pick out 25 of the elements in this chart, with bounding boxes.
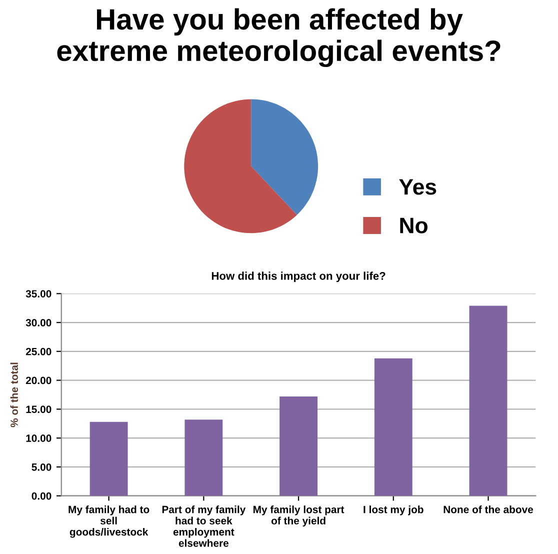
x-tick-label: None of the above bbox=[444, 506, 534, 514]
bar bbox=[184, 420, 223, 496]
x-tick-label: My family lost part of the yield bbox=[254, 506, 344, 526]
bar bbox=[90, 422, 128, 496]
y-tick-label: 20.00 bbox=[26, 376, 52, 384]
x-tick-label: My family had to sell goods/livestock bbox=[68, 506, 150, 538]
y-tick-label: 5.00 bbox=[32, 463, 52, 471]
y-tick-label: 15.00 bbox=[26, 406, 52, 414]
legend-label: No bbox=[400, 218, 428, 234]
y-axis-title: % of the total bbox=[10, 362, 18, 428]
bar bbox=[280, 396, 318, 496]
bar bbox=[469, 306, 508, 496]
y-tick-label: 10.00 bbox=[26, 434, 52, 442]
x-tick-label: I lost my job bbox=[364, 506, 424, 516]
pie-slice bbox=[184, 99, 297, 234]
legend-label: Yes bbox=[399, 179, 436, 195]
chart-title: How did this impact on your life? bbox=[212, 272, 386, 282]
bar bbox=[374, 358, 412, 496]
y-tick-label: 30.00 bbox=[26, 319, 52, 326]
y-tick-label: 25.00 bbox=[26, 348, 52, 356]
chart-title: Have you been affected by extreme meteorological events? bbox=[57, 8, 500, 68]
y-tick-label: 35.00 bbox=[26, 290, 52, 298]
pie-slice bbox=[251, 99, 318, 216]
y-tick-label: 0.00 bbox=[32, 492, 52, 500]
x-tick-label: Part of my family had to seek employment elsewhere bbox=[162, 506, 246, 547]
